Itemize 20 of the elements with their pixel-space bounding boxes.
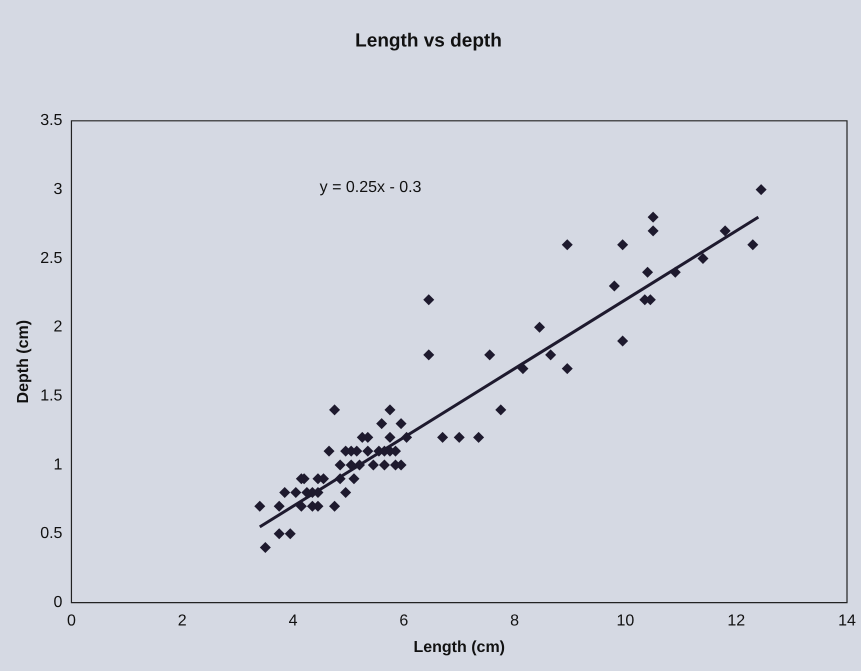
x-tick-label: 10: [616, 612, 634, 630]
x-tick-label: 8: [510, 612, 520, 630]
y-tick-label: 2: [54, 318, 63, 336]
y-tick-label: 3: [54, 181, 63, 198]
y-tick-label: 1: [54, 456, 63, 474]
x-tick-label: 12: [727, 612, 746, 630]
x-tick-label: 6: [399, 612, 408, 630]
y-tick-label: 3.5: [40, 112, 63, 130]
annotation: y = 0.25x - 0.3: [320, 179, 422, 196]
chart-title: Length vs depth: [355, 30, 502, 52]
y-tick-label: 0.5: [40, 525, 63, 542]
x-tick-label: 4: [288, 612, 298, 630]
x-tick-label: 0: [66, 612, 76, 630]
x-tick-label: 14: [838, 612, 856, 630]
y-tick-label: 2.5: [40, 250, 63, 267]
y-axis-title: Depth (cm): [15, 320, 32, 404]
y-tick-label: 1.5: [40, 388, 63, 405]
x-axis-title: Length (cm): [413, 638, 505, 656]
y-tick-label: 0: [54, 594, 63, 612]
x-tick-label: 2: [178, 612, 187, 630]
